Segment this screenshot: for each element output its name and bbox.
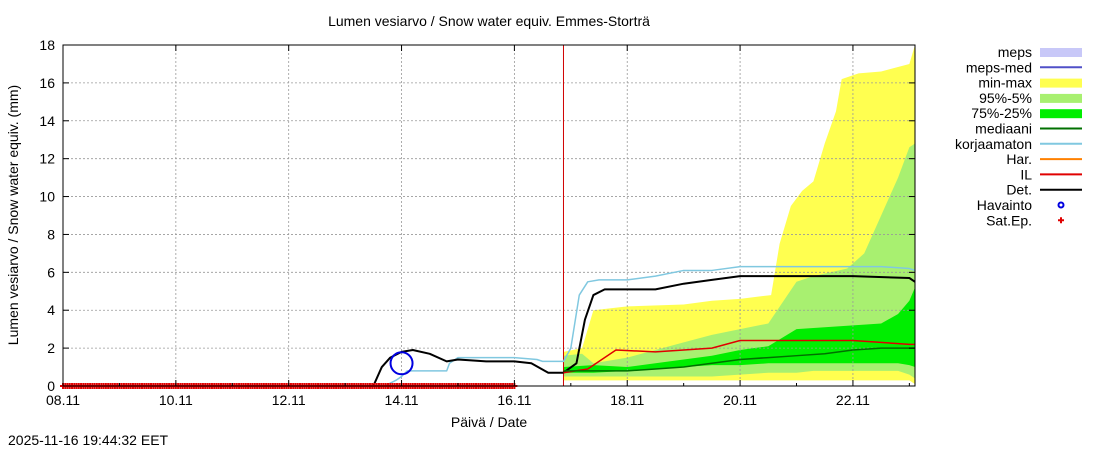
legend-mediaani-label: mediaani <box>975 121 1032 137</box>
legend-min-max-label: min-max <box>978 75 1032 91</box>
x-tick-label: 14.11 <box>385 392 419 408</box>
legend-95-5-swatch <box>1040 93 1082 103</box>
y-tick-label: 2 <box>47 340 55 356</box>
legend-sat-ep-label: Sat.Ep. <box>986 212 1032 228</box>
y-tick-label: 16 <box>39 75 55 91</box>
series-il <box>563 339 915 374</box>
legend-min-max-swatch <box>1040 78 1082 88</box>
legend-il-label: IL <box>1020 166 1032 182</box>
chart-title: Lumen vesiarvo / Snow water equiv. Emmes… <box>328 13 650 29</box>
series-korjaamaton <box>63 265 916 387</box>
y-tick-label: 4 <box>47 302 55 318</box>
y-tick-label: 8 <box>47 226 55 242</box>
y-tick-label: 0 <box>47 378 55 394</box>
legend-meps-swatch <box>1040 48 1082 57</box>
band-75-25 <box>563 287 915 373</box>
legend-korjaamaton-label: korjaamaton <box>955 136 1032 152</box>
x-tick-label: 12.11 <box>272 392 306 408</box>
legend-75-25-swatch <box>1040 109 1082 119</box>
y-tick-label: 18 <box>39 37 55 53</box>
axis-ticks: 0 2 4 6 8 10 12 14 16 18 08.11 10.11 12.11 14.11 16.11… <box>39 37 915 408</box>
band-95-5 <box>563 143 915 379</box>
x-tick-label: 20.11 <box>723 392 757 408</box>
x-tick-label: 22.11 <box>836 392 870 408</box>
x-tick-label: 10.11 <box>159 392 193 408</box>
legend-det-label: Det. <box>1006 182 1032 198</box>
x-axis-label: Päivä / Date <box>451 414 527 430</box>
legend-sat-ep-swatch <box>1058 217 1064 224</box>
y-tick-label: 6 <box>47 264 55 280</box>
legend-75-25-label: 75%-25% <box>971 105 1032 121</box>
grid-lines <box>63 45 915 386</box>
x-tick-label: 18.11 <box>610 392 644 408</box>
legend-meps-med-label: meps-med <box>966 59 1032 75</box>
legend-95-5-label: 95%-5% <box>979 90 1032 106</box>
legend-havainto-swatch <box>1057 201 1065 209</box>
legend: mepsmeps-medmin-max95%-5%75%-25%mediaani… <box>955 44 1082 228</box>
observation-marker <box>389 351 414 376</box>
x-tick-label: 08.11 <box>46 392 80 408</box>
plot-frame <box>62 44 916 387</box>
x-tick-label: 16.11 <box>497 392 531 408</box>
legend-havainto-label: Havainto <box>977 197 1032 213</box>
series-mediaani <box>563 347 915 372</box>
y-tick-label: 14 <box>39 113 55 129</box>
timestamp: 2025-11-16 19:44:32 EET <box>8 432 169 448</box>
y-tick-label: 10 <box>39 189 55 205</box>
legend-meps-label: meps <box>998 44 1032 60</box>
uncertainty-bands <box>563 45 915 385</box>
legend-har-label: Har. <box>1006 151 1032 167</box>
y-axis-label: Lumen vesiarvo / Snow water equiv. (mm) <box>5 85 21 345</box>
series-lines <box>63 265 916 387</box>
y-tick-label: 12 <box>39 151 55 167</box>
